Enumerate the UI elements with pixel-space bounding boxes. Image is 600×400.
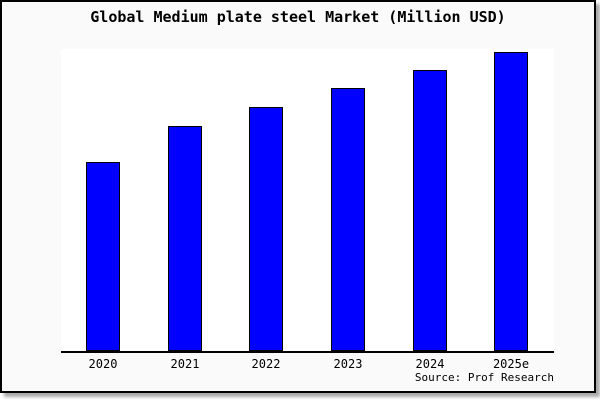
source-credit: Source: Prof Research: [414, 371, 554, 384]
bar-2024: [413, 70, 447, 351]
bar-2020: [86, 162, 120, 351]
plot-area: [61, 49, 554, 353]
x-axis-label: 2025e: [492, 357, 530, 371]
x-axis-label: 2024: [415, 357, 445, 371]
x-axis-label: 2022: [251, 357, 281, 371]
chart-window: Global Medium plate steel Market (Millio…: [0, 0, 596, 393]
bar-2021: [168, 126, 202, 351]
bar-2023: [331, 88, 365, 351]
bar-2025e: [494, 52, 528, 351]
x-axis-label: 2020: [88, 357, 118, 371]
x-axis-label: 2023: [333, 357, 363, 371]
bar-2022: [249, 107, 283, 351]
x-axis-label: 2021: [170, 357, 200, 371]
chart-title: Global Medium plate steel Market (Millio…: [90, 8, 506, 26]
